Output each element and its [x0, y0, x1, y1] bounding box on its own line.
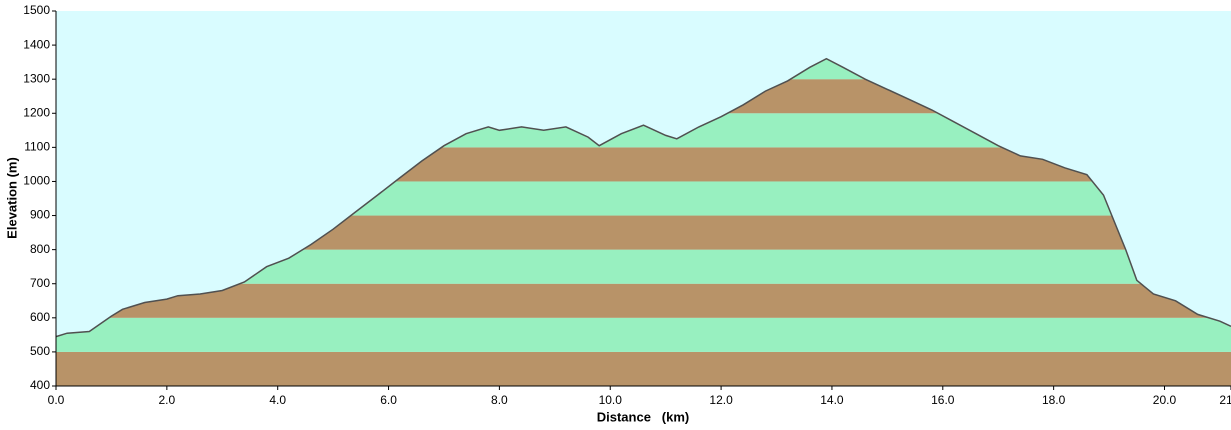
y-tick-label: 1200 [23, 105, 50, 119]
x-tick-label: 6.0 [380, 393, 397, 407]
y-axis-title: Elevation (m) [4, 157, 19, 239]
elevation-band [56, 317, 1231, 352]
x-tick-label: 8.0 [491, 393, 508, 407]
y-tick-label: 800 [30, 242, 50, 256]
x-tick-label: 12.0 [709, 393, 733, 407]
y-tick-label: 1400 [23, 37, 50, 51]
y-tick-label: 900 [30, 208, 50, 222]
y-tick-label: 1100 [24, 140, 50, 154]
x-tick-label: 4.0 [269, 393, 286, 407]
x-axis-title: Distance (km) [597, 409, 689, 424]
y-tick-label: 1500 [23, 3, 50, 17]
y-tick-label: 400 [30, 378, 50, 392]
y-tick-label: 600 [30, 310, 50, 324]
elevation-band [56, 351, 1231, 386]
elevation-line [55, 57, 1231, 338]
y-tick-label: 1000 [23, 174, 50, 188]
x-tick-label: 0.0 [48, 393, 65, 407]
y-tick-label: 500 [30, 344, 50, 358]
y-tick-label: 700 [30, 276, 50, 290]
x-tick-label: 14.0 [820, 393, 844, 407]
elevation-band [56, 283, 1231, 318]
x-tick-label: 21.2 [1219, 393, 1231, 407]
y-tick-label: 1300 [23, 71, 50, 85]
x-tick-label: 2.0 [159, 393, 176, 407]
x-tick-label: 20.0 [1153, 393, 1177, 407]
x-tick-label: 10.0 [599, 393, 623, 407]
x-tick-label: 16.0 [931, 393, 955, 407]
x-tick-label: 18.0 [1042, 393, 1066, 407]
